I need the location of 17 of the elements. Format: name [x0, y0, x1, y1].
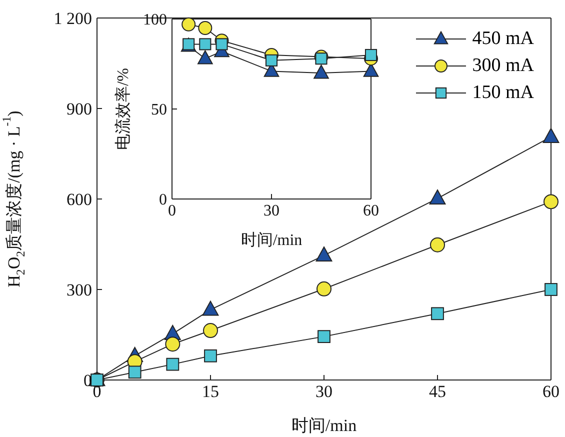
x-axis-title: 时间/min: [291, 416, 358, 435]
y-tick-label: 1 200: [54, 9, 92, 28]
x-tick-label: 45: [429, 382, 446, 402]
y-tick-label: 900: [66, 100, 92, 119]
y-axis-title: 电流效率/%: [113, 68, 132, 150]
x-tick-label: 60: [542, 382, 560, 402]
legend-label: 300 mA: [472, 54, 534, 76]
y-tick-label: 50: [151, 102, 167, 119]
y-tick-label: 600: [66, 190, 92, 210]
x-tick-label: 30: [316, 382, 332, 402]
legend-label: 150 mA: [472, 82, 534, 104]
x-tick-label: 60: [363, 202, 379, 220]
y-tick-label: 300: [66, 280, 92, 300]
x-axis-title: 时间/min: [240, 231, 302, 249]
x-tick-label: 30: [264, 202, 280, 220]
legend-label: 450 mA: [472, 28, 534, 50]
x-tick-label: 15: [202, 382, 219, 402]
